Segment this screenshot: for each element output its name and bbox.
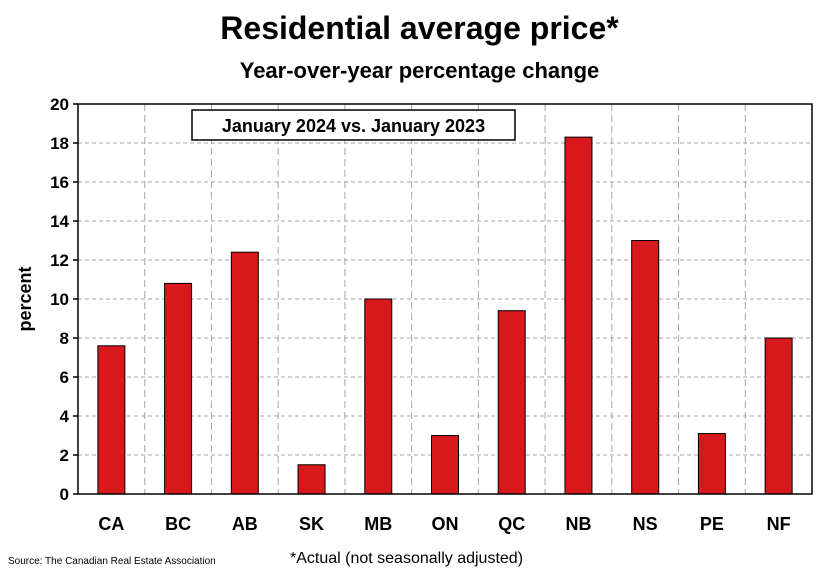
y-tick-label: 8 xyxy=(60,329,69,348)
source-note: Source: The Canadian Real Estate Associa… xyxy=(8,556,216,567)
bar-mb xyxy=(364,298,393,495)
annotation-text: January 2024 vs. January 2023 xyxy=(222,116,485,136)
y-tick-label: 0 xyxy=(60,485,69,504)
label-layer: 0 2 4 6 8 10 12 14 16 18 20 CA BC AB SK MB ON QC NB NS PE NF p… xyxy=(15,95,791,534)
bar-ca xyxy=(97,345,126,495)
footnote: *Actual (not seasonally adjusted) xyxy=(290,550,524,567)
bar-layer xyxy=(97,136,793,495)
y-tick-label: 18 xyxy=(50,134,69,153)
chart-title: Residential average price* xyxy=(220,10,619,46)
y-tick-label: 6 xyxy=(60,368,69,387)
x-tick-label: SK xyxy=(299,514,324,534)
x-tick-label: BC xyxy=(165,514,191,534)
bar-nf xyxy=(764,337,793,495)
axis-layer xyxy=(73,103,813,495)
x-tick-label: QC xyxy=(498,514,525,534)
y-axis-label: percent xyxy=(15,266,35,331)
x-tick-label: AB xyxy=(232,514,258,534)
grid-layer xyxy=(78,104,812,494)
bar-nb xyxy=(564,136,593,495)
x-tick-label: CA xyxy=(98,514,124,534)
bar-ns xyxy=(631,240,660,495)
bar-qc xyxy=(497,310,526,495)
x-tick-label: MB xyxy=(364,514,392,534)
y-tick-label: 4 xyxy=(60,407,70,426)
bar-pe xyxy=(697,433,726,495)
y-tick-label: 16 xyxy=(50,173,69,192)
y-tick-label: 12 xyxy=(50,251,69,270)
bar-bc xyxy=(164,282,193,495)
x-tick-label: NF xyxy=(767,514,791,534)
y-tick-label: 2 xyxy=(60,446,69,465)
x-tick-label: PE xyxy=(700,514,724,534)
x-tick-label: NS xyxy=(633,514,658,534)
chart-subtitle: Year-over-year percentage change xyxy=(239,58,600,83)
annotation-box xyxy=(191,109,516,141)
bar-ab xyxy=(230,251,259,495)
y-tick-label: 20 xyxy=(50,95,69,114)
y-tick-label: 10 xyxy=(50,290,69,309)
x-tick-label: NB xyxy=(565,514,591,534)
bar-on xyxy=(431,435,459,495)
x-tick-label: ON xyxy=(432,514,459,534)
y-tick-label: 14 xyxy=(50,212,69,231)
bar-sk xyxy=(297,464,326,495)
